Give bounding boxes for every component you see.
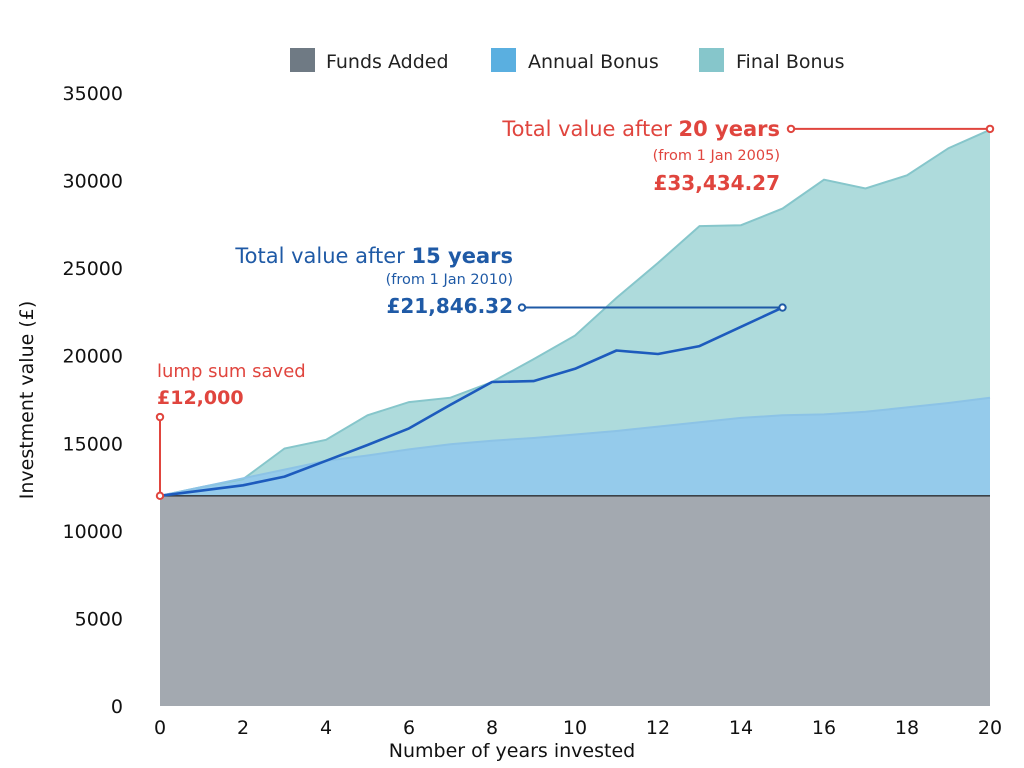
fifteen-years-prefix: Total value after — [234, 244, 411, 268]
y-axis-title: Investment value (£) — [16, 301, 38, 500]
y-tick-label: 10000 — [63, 521, 123, 543]
twenty-years-annotation: Total value after 20 years (from 1 Jan 2… — [501, 117, 995, 195]
twenty-years-subtitle: (from 1 Jan 2005) — [653, 148, 780, 164]
y-tick-label: 0 — [111, 696, 123, 718]
x-tick-label: 16 — [812, 717, 836, 739]
fifteen-years-bold: 15 years — [412, 244, 514, 268]
value-line-0 — [159, 306, 784, 498]
area-edge-final-bonus — [159, 128, 991, 497]
twenty-years-bold: 20 years — [679, 117, 781, 141]
fifteen-years-title: Total value after 15 years — [234, 244, 513, 268]
x-tick-label: 18 — [895, 717, 919, 739]
y-tick-label: 5000 — [75, 608, 123, 630]
y-tick-label: 20000 — [63, 346, 123, 368]
y-tick-label: 35000 — [63, 83, 123, 105]
plot-areas — [159, 128, 991, 707]
area-funds-added — [160, 495, 990, 706]
y-tick-label: 15000 — [63, 433, 123, 455]
twenty-years-prefix: Total value after — [501, 117, 678, 141]
x-tick-label: 0 — [154, 717, 166, 739]
x-tick-label: 12 — [646, 717, 670, 739]
lump-sum-annotation: lump sum saved £12,000 — [155, 361, 306, 501]
lump-sum-marker-top-dot — [155, 412, 165, 422]
x-tick-label: 2 — [237, 717, 249, 739]
lump-sum-label: lump sum saved — [157, 361, 306, 382]
x-tick-label: 20 — [978, 717, 1002, 739]
y-axis-ticks: 0 5000 10000 15000 20000 25000 30000 35000 — [63, 83, 123, 718]
x-tick-label: 4 — [320, 717, 332, 739]
legend-label: Funds Added — [326, 51, 449, 73]
legend-item-funds-added: Funds Added — [290, 48, 449, 73]
legend-swatch — [491, 48, 516, 72]
y-tick-label: 30000 — [63, 171, 123, 193]
fifteen-years-leader-end-dot — [778, 303, 787, 312]
plot-lines — [159, 306, 784, 498]
legend: Funds Added Annual Bonus Final Bonus — [290, 48, 844, 73]
legend-swatch — [699, 48, 724, 72]
fifteen-years-value: £21,846.32 — [386, 294, 513, 318]
legend-label: Annual Bonus — [528, 51, 659, 73]
legend-label: Final Bonus — [736, 51, 844, 73]
legend-swatch — [290, 48, 315, 72]
lump-sum-value: £12,000 — [157, 387, 244, 409]
x-tick-label: 6 — [403, 717, 415, 739]
x-tick-label: 8 — [486, 717, 498, 739]
twenty-years-value: £33,434.27 — [653, 171, 780, 195]
fifteen-years-annotation: Total value after 15 years (from 1 Jan 2… — [234, 244, 787, 318]
twenty-years-leader-end-dot — [985, 124, 995, 134]
lump-sum-marker-bottom-dot — [155, 491, 165, 501]
fifteen-years-leader-start-dot — [517, 303, 527, 312]
y-tick-label: 25000 — [63, 258, 123, 280]
x-axis-ticks: 0 2 4 6 8 10 12 14 16 18 20 — [154, 717, 1002, 739]
legend-item-annual-bonus: Annual Bonus — [491, 48, 659, 73]
twenty-years-title: Total value after 20 years — [501, 117, 780, 141]
x-tick-label: 10 — [563, 717, 587, 739]
x-tick-label: 14 — [729, 717, 753, 739]
area-edge-annual-bonus — [159, 396, 991, 497]
legend-item-final-bonus: Final Bonus — [699, 48, 844, 73]
twenty-years-leader-start-dot — [786, 124, 796, 134]
x-axis-title: Number of years invested — [389, 740, 635, 762]
fifteen-years-subtitle: (from 1 Jan 2010) — [386, 272, 513, 288]
